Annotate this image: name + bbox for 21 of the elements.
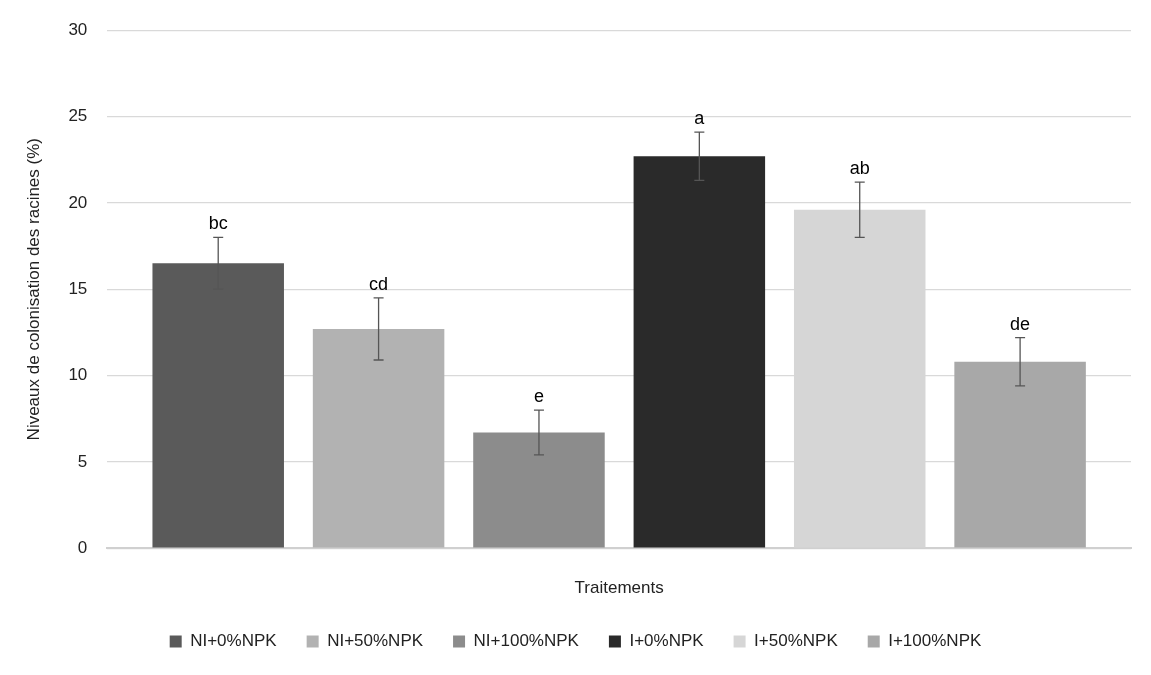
data-label: ab xyxy=(849,158,870,179)
x-axis-title: Traitements xyxy=(574,578,664,598)
data-label: cd xyxy=(369,273,389,294)
data-label: de xyxy=(1010,313,1031,334)
legend-label: NI+50%NPK xyxy=(327,631,424,651)
legend-label: NI+0%NPK xyxy=(190,631,278,651)
y-tick-label: 10 xyxy=(68,365,88,385)
data-label: a xyxy=(694,108,706,129)
legend-label: I+50%NPK xyxy=(754,631,839,651)
y-tick-label: 5 xyxy=(77,451,88,471)
data-label: bc xyxy=(208,213,228,234)
y-tick-label: 0 xyxy=(77,537,88,557)
data-label: e xyxy=(533,386,544,407)
y-axis-title: Niveaux de colonisation des racines (%) xyxy=(23,138,43,441)
legend-label: I+0%NPK xyxy=(629,631,705,651)
y-tick-label: 25 xyxy=(68,106,88,126)
legend-label: NI+100%NPK xyxy=(473,631,580,651)
y-tick-label: 15 xyxy=(68,278,88,298)
y-tick-label: 20 xyxy=(68,192,88,212)
legend-label: I+100%NPK xyxy=(888,631,982,651)
y-tick-label: 30 xyxy=(68,19,88,39)
